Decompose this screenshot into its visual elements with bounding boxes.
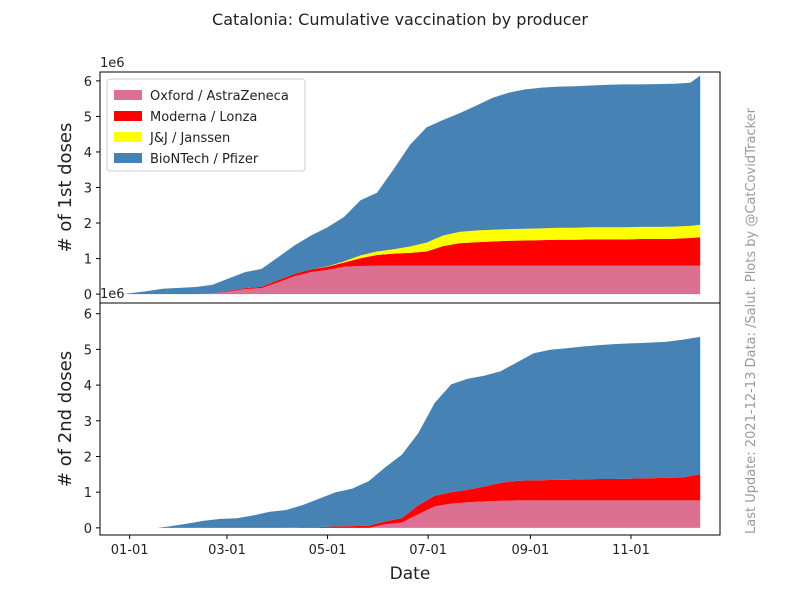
x-tick-label: 09-01 [511,543,549,558]
y-tick-label: 0 [84,522,92,537]
y-axis-label: # of 2nd doses [55,351,76,487]
legend-label: J&J / Janssen [149,131,230,146]
y-axis-label: # of 1st doses [55,123,76,253]
legend-label: BioNTech / Pfizer [150,152,259,167]
area-first-biontech [123,75,701,295]
y-tick-label: 2 [84,450,92,465]
y-tick-label: 5 [84,110,92,125]
legend: Oxford / AstraZeneca Moderna / Lonza J&J /… [106,78,306,172]
first-doses-panel: 0 1 2 3 4 5 6 1e6 # of 1st doses [55,56,721,304]
legend-swatch [114,111,142,121]
area-first-moderna [123,237,701,295]
legend-swatch [114,90,142,100]
chart-title: Catalonia: Cumulative vaccination by pro… [212,10,588,29]
x-tick-label: 03-01 [208,543,246,558]
legend-swatch [114,132,142,142]
y-tick-label: 0 [84,288,92,303]
legend-label: Moderna / Lonza [150,110,257,125]
y-tick-label: 6 [84,308,92,323]
y-tick-label: 1 [84,486,92,501]
area-second-biontech [157,336,701,528]
y-tick-label: 4 [84,379,92,394]
x-tick-label: 07-01 [409,543,447,558]
y-scale-label: 1e6 [100,287,125,302]
legend-label: Oxford / AstraZeneca [150,89,289,104]
x-tick-label: 05-01 [309,543,347,558]
y-tick-label: 3 [84,182,92,197]
y-tick-label: 2 [84,217,92,232]
y-tick-label: 5 [84,343,92,358]
side-note: Last Update: 2021-12-13 Data: /Salut. Pl… [744,107,759,534]
second-doses-panel: 0 1 2 3 4 5 6 1e6 # of 2nd doses [55,287,721,537]
plot-frame [99,302,721,536]
y-scale-label: 1e6 [100,56,125,71]
x-axis-label: Date [390,564,431,584]
x-tick-label: 11-01 [612,543,650,558]
x-tick-label: 01-01 [111,543,149,558]
y-tick-label: 1 [84,253,92,268]
area-second-oxford [157,500,701,528]
y-tick-label: 6 [84,75,92,90]
y-tick-label: 3 [84,415,92,430]
legend-box [106,78,306,172]
area-first-jj [123,224,701,295]
legend-swatch [114,153,142,163]
y-tick-label: 4 [84,146,92,161]
area-first-oxford [123,265,701,295]
area-second-moderna [157,474,701,528]
x-axis: 01-01 03-01 05-01 07-01 09-01 11-01 [111,535,650,558]
